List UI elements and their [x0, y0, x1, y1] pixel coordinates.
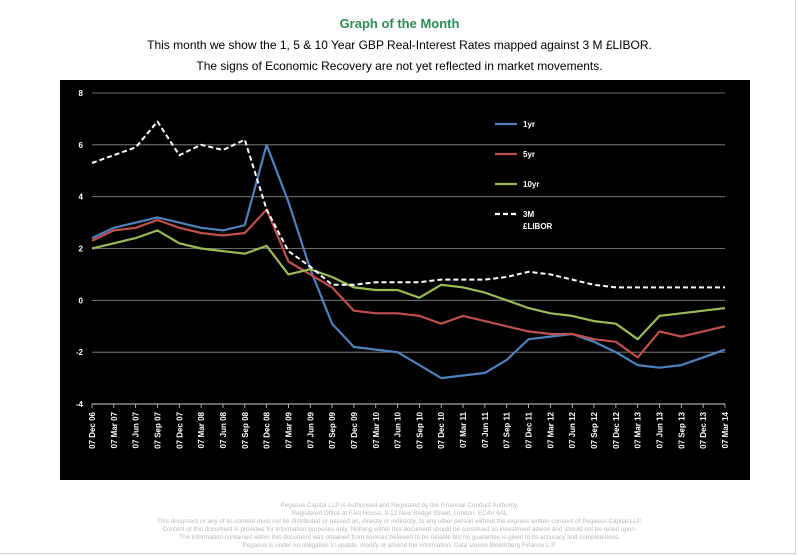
chart-area: -4 -2 0 2 4 6 8 07 Dec 06 07 Mar 07 07 Jun 07 07 S…: [60, 80, 750, 480]
series-line-2: [91, 229, 726, 341]
x-tick-label: 07 Mar 10: [372, 411, 381, 448]
x-tick-label: 07 Mar 12: [546, 411, 555, 448]
footer-line: The information contained within this do…: [179, 534, 620, 541]
x-tick-label: 07 Mar 14: [721, 411, 730, 448]
y-tick-label: 4: [79, 193, 84, 202]
y-tick-label: -4: [76, 400, 84, 409]
x-tick-label: 07 Dec 10: [437, 411, 446, 448]
x-tick-label: 07 Sep 12: [590, 411, 599, 448]
y-tick-label: -2: [76, 348, 84, 357]
footer-line: Content of this document is provided for…: [162, 526, 637, 533]
footer-line: This document or any of its content must…: [157, 518, 642, 525]
x-tick-label: 07 Sep 10: [415, 411, 424, 448]
y-tick-label: 8: [79, 89, 84, 98]
y-tick-label: 0: [79, 296, 84, 305]
x-tick-label: 07 Jun 11: [481, 411, 490, 448]
disclaimer-footer: Pegasus Capital LLP is Authorised and Re…: [0, 502, 799, 550]
subtitle-line-1: This month we show the 1, 5 & 10 Year GB…: [147, 38, 652, 52]
x-tick-label: 07 Mar 08: [197, 411, 206, 448]
x-tick-label: 07 Dec 12: [612, 411, 621, 448]
x-tick-label: 07 Jun 07: [132, 411, 141, 448]
x-tick-label: 07 Sep 08: [241, 411, 250, 448]
x-tick-label: 07 Jun 13: [656, 411, 665, 448]
footer-line: Pegasus is under no obligation to update…: [242, 542, 557, 549]
x-tick-label: 07 Sep 09: [328, 411, 337, 448]
x-tick-label: 07 Dec 08: [263, 411, 272, 448]
series-line-1: [91, 208, 726, 359]
x-tick-label: 07 Sep 13: [677, 411, 686, 448]
x-tick-label: 07 Mar 09: [284, 411, 293, 448]
page-title: Graph of the Month: [339, 16, 460, 31]
x-tick-label: 07 Dec 06: [88, 411, 97, 448]
x-tick-label: 07 Mar 07: [110, 411, 119, 448]
x-tick-label: 07 Mar 13: [634, 411, 643, 448]
legend-label: 1yr: [523, 120, 535, 129]
legend-label: 5yr: [523, 150, 535, 159]
x-tick-label: 07 Dec 13: [699, 411, 708, 448]
x-tick-label: 07 Dec 11: [525, 411, 534, 448]
subtitle-line-2: The signs of Economic Recovery are not y…: [196, 59, 603, 73]
y-tick-label: 2: [79, 245, 84, 254]
footer-line: Pegasus Capital LLP is Authorised and Re…: [280, 502, 519, 509]
series-line-3: [91, 120, 725, 289]
footer-line: Registered Office at Fast House, 9-12 Ne…: [291, 510, 508, 517]
x-tick-label: 07 Sep 07: [153, 411, 162, 448]
x-tick-label: 07 Jun 10: [394, 411, 403, 448]
x-tick-label: 07 Jun 09: [306, 411, 315, 448]
series-line-0: [91, 143, 726, 380]
x-tick-label: 07 Jun 08: [219, 411, 228, 448]
rates-line-chart: -4 -2 0 2 4 6 8 07 Dec 06 07 Mar 07 07 Jun 07 07 S…: [76, 89, 730, 449]
legend-label: 3M £LIBOR: [523, 210, 553, 231]
x-tick-label: 07 Jun 12: [568, 411, 577, 448]
x-tick-label: 07 Mar 11: [459, 411, 468, 448]
x-tick-label: 07 Sep 11: [503, 411, 512, 448]
x-tick-label: 07 Dec 09: [350, 411, 359, 448]
x-tick-label: 07 Dec 07: [175, 411, 184, 448]
y-tick-label: 6: [79, 141, 84, 150]
legend-label: 10yr: [523, 180, 539, 189]
